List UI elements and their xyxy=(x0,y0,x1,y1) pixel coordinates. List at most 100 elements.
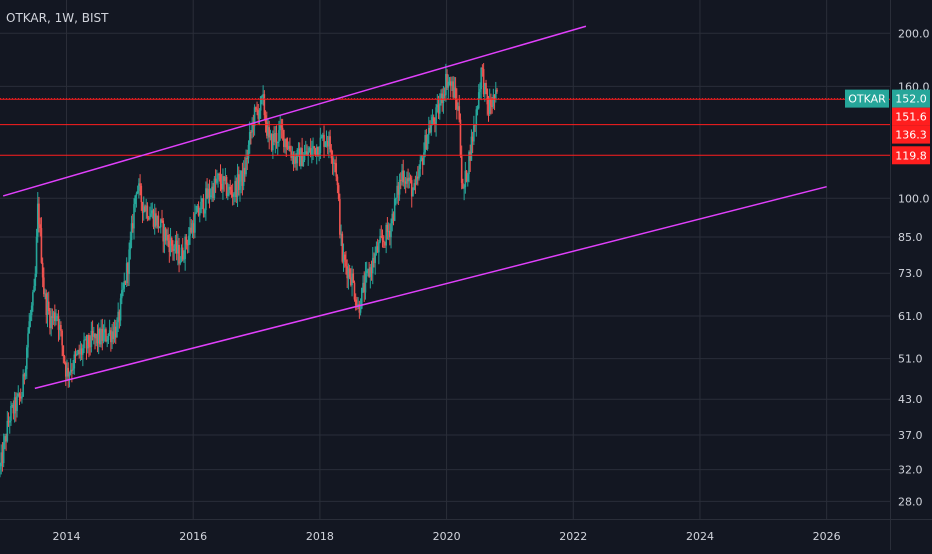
candle-body xyxy=(482,69,485,95)
candle-body xyxy=(64,362,67,377)
candle-body xyxy=(149,216,151,220)
candle-body xyxy=(188,235,190,245)
candle-body xyxy=(83,339,85,349)
candle-body xyxy=(78,350,80,355)
candle-body xyxy=(152,210,155,227)
candle-body xyxy=(89,346,91,348)
channel-trendline[interactable] xyxy=(2,25,587,197)
candle-body xyxy=(196,205,199,213)
y-tick-label: 43.0 xyxy=(898,393,923,406)
candle-body xyxy=(111,331,113,343)
candle-body xyxy=(2,442,5,464)
candle-body xyxy=(393,198,396,221)
candle-body xyxy=(155,213,157,226)
candle-body xyxy=(58,325,61,330)
candle-body xyxy=(119,298,122,321)
x-tick-label: 2022 xyxy=(559,530,587,543)
candle-body xyxy=(403,181,406,183)
candle-body xyxy=(241,170,244,186)
candle-body xyxy=(479,89,481,93)
candle-body xyxy=(28,321,31,334)
time-axis[interactable]: 2014 2016 2018 2020 2022 2024 2026 xyxy=(53,530,841,543)
candle-body xyxy=(162,220,165,242)
symbol-title: OTKAR, 1W, BIST xyxy=(6,11,109,25)
candle-body xyxy=(347,268,350,279)
candle-body xyxy=(170,238,173,246)
channel-trendline[interactable] xyxy=(34,185,827,390)
candle-body xyxy=(144,206,146,212)
candle-body xyxy=(448,81,451,83)
candle-body xyxy=(0,466,1,470)
candle-body xyxy=(300,148,302,166)
candle-body xyxy=(470,136,473,161)
candle-body xyxy=(179,261,182,264)
candle-body xyxy=(309,148,312,156)
candle-body xyxy=(311,149,313,156)
candle-body xyxy=(392,213,395,221)
candle-body xyxy=(225,176,228,196)
candle-body xyxy=(63,356,66,363)
candle-body xyxy=(17,393,20,397)
candle-body xyxy=(420,158,423,161)
candle-body xyxy=(340,233,342,235)
candle-body xyxy=(304,151,307,154)
candle-body xyxy=(481,67,484,70)
candle-body xyxy=(21,396,23,399)
candle-body xyxy=(213,178,216,199)
candle-body xyxy=(39,224,41,229)
candle-body xyxy=(409,177,412,181)
candle-body xyxy=(8,420,11,423)
candle-body xyxy=(161,219,163,221)
candle-body xyxy=(117,311,119,323)
y-tick-label: 28.0 xyxy=(898,495,923,508)
candle-body xyxy=(50,316,52,329)
candle-body xyxy=(399,179,402,181)
candle-body xyxy=(293,156,296,164)
candle-body xyxy=(86,335,89,349)
candle-body xyxy=(419,160,422,170)
candle-body xyxy=(283,129,285,148)
candle-body xyxy=(197,205,200,216)
candle-body xyxy=(222,176,224,190)
candle-body xyxy=(139,183,141,186)
candle-body xyxy=(57,316,60,330)
candle-body xyxy=(348,268,351,278)
candle-body xyxy=(322,134,324,138)
candle-body xyxy=(54,312,56,322)
candle-body xyxy=(417,176,419,179)
candle-body xyxy=(207,188,210,199)
candle-body xyxy=(46,301,49,315)
candle-body xyxy=(431,117,434,125)
candle-body xyxy=(49,310,51,329)
candle-body xyxy=(239,181,241,190)
candle-body xyxy=(334,162,336,164)
candle-body xyxy=(234,181,236,194)
candle-body xyxy=(212,186,214,199)
candle-body xyxy=(217,174,219,180)
candle-body xyxy=(95,333,98,339)
candle-body xyxy=(106,340,108,342)
candle-body xyxy=(30,305,33,316)
candle-body xyxy=(33,285,35,293)
candle-body xyxy=(257,110,260,119)
candle-body xyxy=(389,230,391,238)
candle-body xyxy=(460,156,463,183)
candle-body xyxy=(96,333,99,344)
price-tag xyxy=(892,125,930,144)
candle-body xyxy=(326,140,329,147)
candle-body xyxy=(287,146,290,149)
x-tick-label: 2024 xyxy=(686,530,714,543)
candle-body xyxy=(43,277,45,295)
candle-body xyxy=(186,244,189,246)
candle-body xyxy=(24,369,27,377)
candle-body xyxy=(454,87,457,99)
candle-body xyxy=(164,227,167,241)
candle-body xyxy=(18,393,21,397)
candle-body xyxy=(100,328,102,345)
candle-body xyxy=(79,348,82,355)
candle-body xyxy=(402,170,405,183)
candle-body xyxy=(436,104,439,108)
candle-body xyxy=(90,330,93,347)
